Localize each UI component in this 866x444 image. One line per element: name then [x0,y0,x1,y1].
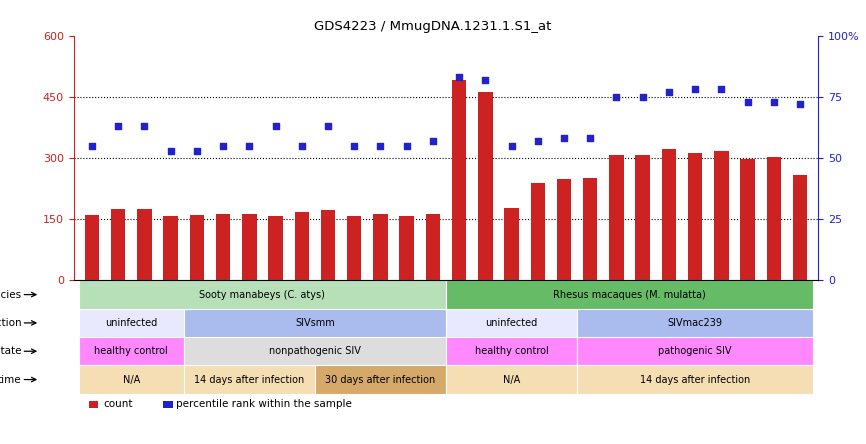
Text: healthy control: healthy control [94,346,168,356]
Text: nonpathogenic SIV: nonpathogenic SIV [269,346,361,356]
Point [400,142,414,149]
Text: disease state: disease state [0,346,22,356]
Point [505,142,519,149]
Point [662,88,675,95]
Bar [557,179,572,281]
Bar [504,208,519,281]
Bar [79,337,184,365]
Point [268,123,282,130]
Bar [446,337,577,365]
Text: uninfected: uninfected [105,318,158,328]
Text: percentile rank within the sample: percentile rank within the sample [177,400,352,409]
Point [294,142,308,149]
Text: healthy control: healthy control [475,346,548,356]
Bar [577,337,813,365]
Bar [347,216,361,281]
Point [164,147,178,154]
Bar [766,157,781,281]
Text: Rhesus macaques (M. mulatta): Rhesus macaques (M. mulatta) [553,289,706,300]
Bar [688,153,702,281]
Text: time: time [0,375,22,385]
Bar [446,365,577,394]
Text: N/A: N/A [503,375,520,385]
Point [740,98,754,105]
Bar [216,214,230,281]
Bar [714,151,728,281]
Bar [111,209,126,281]
Point [321,123,335,130]
Point [373,142,387,149]
Point [347,142,361,149]
Bar [190,215,204,281]
Bar [320,210,335,281]
Bar [531,183,545,281]
Bar [577,365,813,394]
Point [557,135,571,142]
Bar [478,92,493,281]
Bar [452,80,466,281]
Point [531,137,545,144]
Bar [184,309,446,337]
Bar [740,159,755,281]
Point [452,74,466,81]
Bar [268,216,282,281]
Point [584,135,598,142]
Bar [636,155,650,281]
Point [111,123,125,130]
Bar [446,281,813,309]
Bar [577,309,813,337]
Point [793,100,807,107]
Bar [426,214,440,281]
Bar [662,149,676,281]
Bar [79,309,184,337]
Text: N/A: N/A [123,375,140,385]
Text: SIVsmm: SIVsmm [295,318,335,328]
Text: SIVmac239: SIVmac239 [668,318,722,328]
Bar [446,309,577,337]
Bar [583,178,598,281]
Bar [242,214,256,281]
Bar [79,365,184,394]
Bar [184,365,315,394]
Text: 30 days after infection: 30 days after infection [326,375,436,385]
Bar [373,214,388,281]
Point [688,86,702,93]
Bar [79,281,446,309]
Point [426,137,440,144]
Text: uninfected: uninfected [486,318,538,328]
Text: count: count [103,400,132,409]
Bar [399,216,414,281]
Bar [85,215,100,281]
Point [478,76,492,83]
Bar [88,400,98,408]
Text: infection: infection [0,318,22,328]
Bar [315,365,446,394]
Point [636,93,650,100]
Point [138,123,152,130]
Text: Sooty manabeys (C. atys): Sooty manabeys (C. atys) [199,289,326,300]
Point [216,142,230,149]
Bar [163,400,172,408]
Point [767,98,781,105]
Point [714,86,728,93]
Point [610,93,624,100]
Bar [294,212,309,281]
Bar [610,155,624,281]
Bar [184,337,446,365]
Text: pathogenic SIV: pathogenic SIV [658,346,732,356]
Text: GDS4223 / MmugDNA.1231.1.S1_at: GDS4223 / MmugDNA.1231.1.S1_at [314,20,552,33]
Bar [792,175,807,281]
Point [85,142,99,149]
Bar [164,216,178,281]
Bar [137,209,152,281]
Text: species: species [0,289,22,300]
Text: 14 days after infection: 14 days after infection [640,375,750,385]
Point [242,142,256,149]
Text: 14 days after infection: 14 days after infection [194,375,305,385]
Point [190,147,204,154]
